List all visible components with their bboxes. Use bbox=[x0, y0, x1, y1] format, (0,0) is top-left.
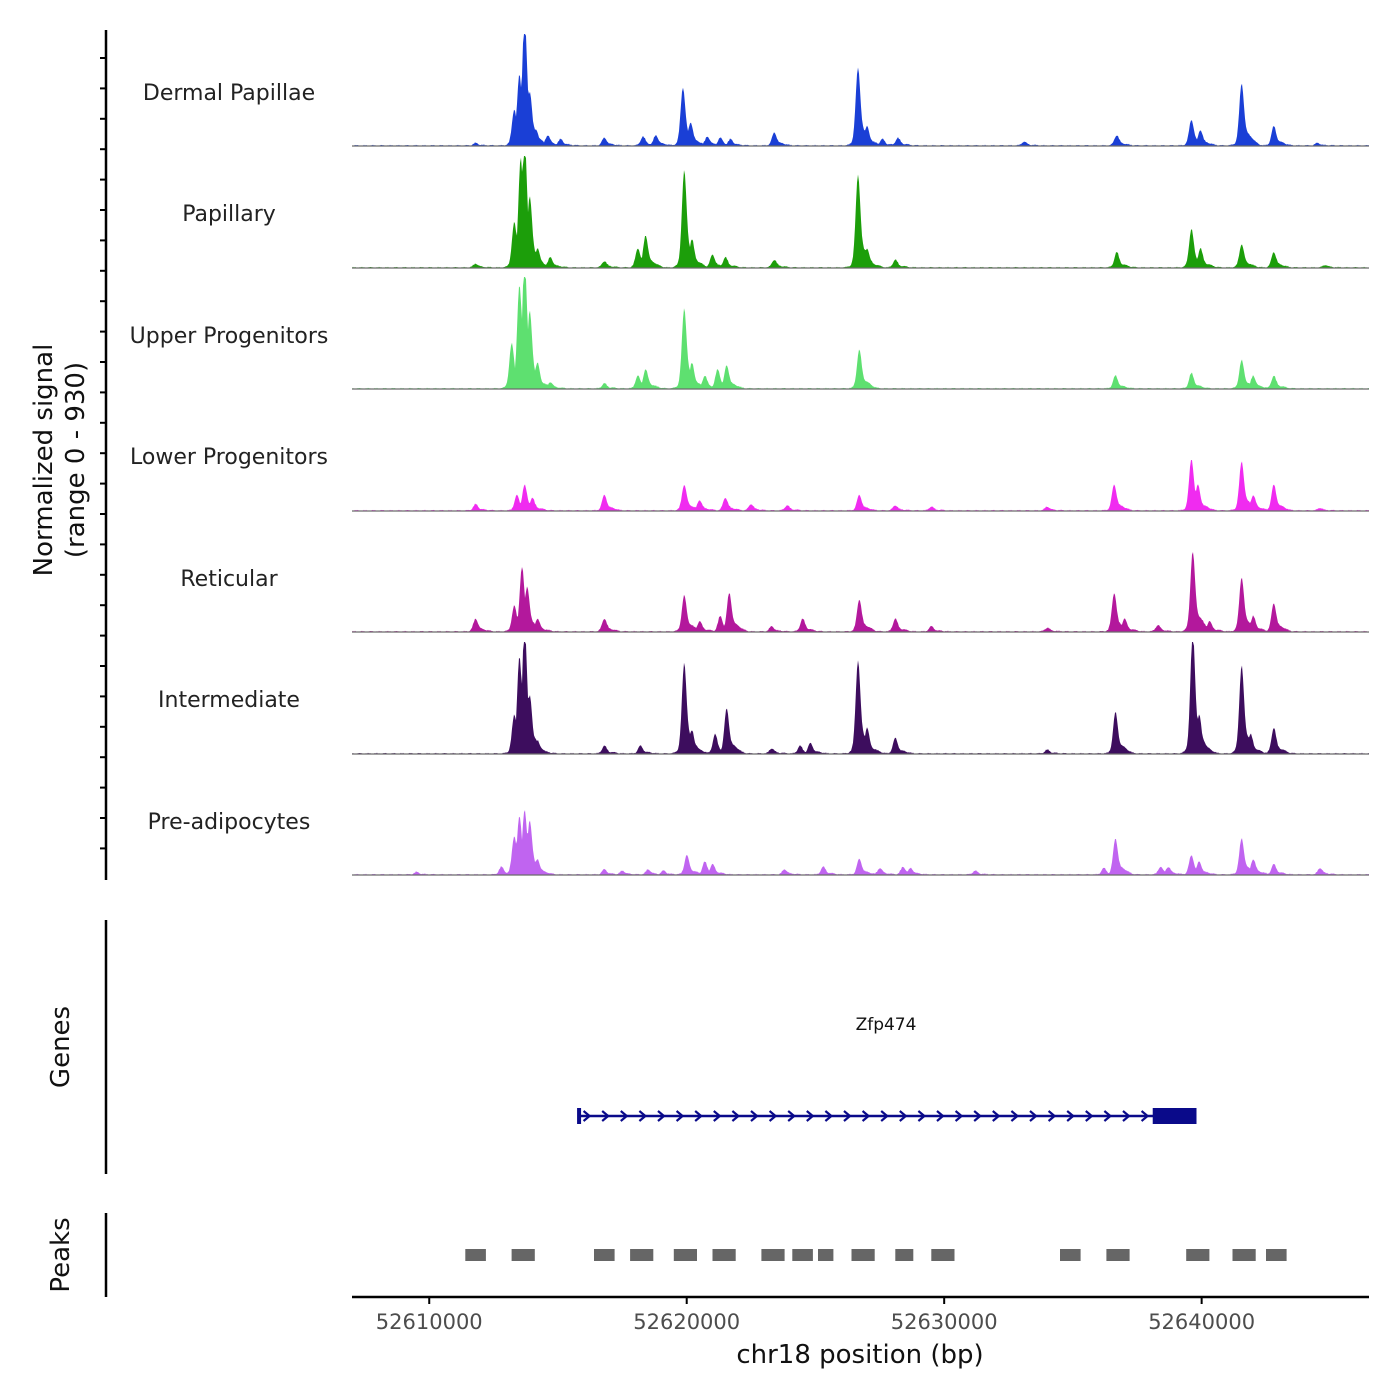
gene-strand-arrow bbox=[787, 1110, 796, 1122]
gene-strand-arrow bbox=[917, 1110, 927, 1122]
track-label-reticular: Reticular bbox=[180, 567, 278, 592]
gene-strand-arrow bbox=[731, 1110, 741, 1122]
gene-strand-arrow bbox=[880, 1110, 889, 1122]
peak-region bbox=[465, 1249, 486, 1261]
track-label-pre-adipocytes: Pre-adipocytes bbox=[148, 810, 311, 835]
peak-region bbox=[1060, 1249, 1081, 1261]
gene-strand-arrow bbox=[582, 1110, 592, 1122]
peak-region bbox=[1106, 1249, 1130, 1261]
gene-strand-arrow bbox=[1010, 1110, 1020, 1122]
peak-region bbox=[630, 1249, 654, 1261]
gene-strand-arrow bbox=[843, 1110, 852, 1122]
coverage-area-pre-adipocytes bbox=[352, 810, 1369, 875]
peak-region bbox=[712, 1249, 736, 1261]
coverage-y-axis-ticks bbox=[100, 57, 106, 850]
gene-strand-arrow bbox=[620, 1110, 629, 1122]
coverage-tracks bbox=[352, 34, 1369, 876]
peak-region bbox=[792, 1249, 813, 1261]
gene-coding-exon bbox=[1152, 1108, 1197, 1124]
gene-strand-arrow bbox=[973, 1110, 982, 1122]
x-tick-label: 52620000 bbox=[633, 1310, 740, 1334]
x-tick-label: 52630000 bbox=[891, 1310, 998, 1334]
peak-region bbox=[761, 1249, 785, 1261]
gene-strand-arrow bbox=[1103, 1110, 1113, 1122]
gene-strand-arrow bbox=[657, 1110, 666, 1122]
peak-region bbox=[594, 1249, 615, 1261]
y-axis-title-group: Normalized signal (range 0 - 930) bbox=[29, 344, 91, 577]
track-label-dermal-papillae: Dermal Papillae bbox=[143, 81, 315, 106]
gene-strand-arrow bbox=[1140, 1110, 1150, 1122]
gene-strand-arrow bbox=[1047, 1110, 1057, 1122]
x-tick-label: 52640000 bbox=[1148, 1310, 1255, 1334]
gene-name-zfp474: Zfp474 bbox=[856, 1015, 917, 1035]
coverage-area-lower-progenitors bbox=[352, 460, 1369, 511]
peak-region bbox=[851, 1249, 875, 1261]
gene-strand-arrow bbox=[1029, 1110, 1038, 1122]
coverage-area-reticular bbox=[352, 552, 1369, 632]
gene-strand-arrow bbox=[694, 1110, 703, 1122]
gene-strand-arrow bbox=[750, 1110, 759, 1122]
coverage-area-upper-progenitors bbox=[352, 277, 1369, 389]
peak-region bbox=[1186, 1249, 1210, 1261]
coverage-area-papillary bbox=[352, 156, 1369, 268]
gene-strand-arrow bbox=[936, 1110, 945, 1122]
coverage-area-intermediate bbox=[352, 642, 1369, 754]
peak-region bbox=[818, 1249, 834, 1261]
peak-region bbox=[511, 1249, 535, 1261]
gene-model-zfp474 bbox=[577, 1108, 1197, 1124]
gene-strand-arrow bbox=[675, 1110, 685, 1122]
peaks-panel-label: Peaks bbox=[46, 1217, 76, 1292]
gene-strand-arrow bbox=[713, 1110, 722, 1122]
gene-exon-start bbox=[577, 1108, 582, 1124]
track-label-intermediate: Intermediate bbox=[158, 688, 300, 713]
track-label-lower-progenitors: Lower Progenitors bbox=[130, 445, 328, 470]
peak-region bbox=[1266, 1249, 1287, 1261]
peak-region bbox=[1232, 1249, 1256, 1261]
peak-region bbox=[931, 1249, 955, 1261]
gene-strand-arrow bbox=[861, 1110, 871, 1122]
x-tick-label: 52610000 bbox=[376, 1310, 483, 1334]
gene-strand-arrow bbox=[954, 1110, 964, 1122]
y-axis-title-line2: (range 0 - 930) bbox=[61, 362, 91, 558]
gene-strand-arrow bbox=[638, 1110, 648, 1122]
track-label-papillary: Papillary bbox=[182, 202, 276, 227]
gene-strand-arrow bbox=[601, 1110, 610, 1122]
track-label-upper-progenitors: Upper Progenitors bbox=[130, 324, 329, 349]
coverage-area-dermal-papillae bbox=[352, 34, 1369, 146]
gene-strand-arrow bbox=[1085, 1110, 1094, 1122]
peak-region bbox=[895, 1249, 914, 1261]
y-axis-title-line1: Normalized signal bbox=[29, 344, 59, 577]
gene-strand-arrow bbox=[1122, 1110, 1131, 1122]
peak-regions bbox=[465, 1249, 1287, 1261]
gene-strand-arrow bbox=[899, 1110, 908, 1122]
gene-strand-arrow bbox=[806, 1110, 815, 1122]
gene-strand-arrow bbox=[1066, 1110, 1075, 1122]
gene-strand-arrow bbox=[824, 1110, 834, 1122]
genes-panel-label: Genes bbox=[46, 1006, 76, 1088]
gene-strand-arrow bbox=[768, 1110, 778, 1122]
x-axis-ticks: 52610000 52620000 52630000 52640000 bbox=[376, 1297, 1255, 1334]
x-axis-title: chr18 position (bp) bbox=[736, 1340, 983, 1370]
gene-strand-arrow bbox=[992, 1110, 1001, 1122]
peak-region bbox=[673, 1249, 697, 1261]
